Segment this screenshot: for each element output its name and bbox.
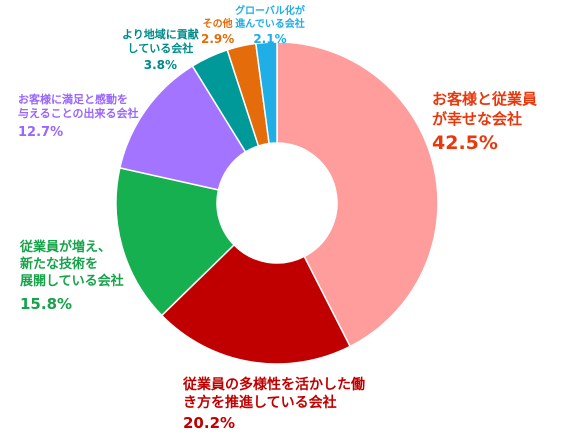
slice-label-2: 従業員が増え、 新たな技術を 展開している会社 15.8%	[20, 240, 124, 314]
slice-label-5-line-0: その他	[202, 19, 233, 30]
slice-value-label-0: 42.5%	[432, 132, 498, 154]
donut-slice-1	[160, 243, 352, 365]
slice-value-label-3: 12.7%	[18, 124, 64, 140]
slice-label-0-line-1: が幸せな会社	[432, 109, 523, 128]
slice-label-1-line-1: き方を推進している会社	[183, 395, 337, 412]
slice-label-5: その他 2.9%	[201, 18, 234, 48]
slice-label-3: お客様に満足と感動を 与えることの出来る会社 12.7%	[18, 93, 139, 141]
slice-label-2-line-0: 従業員が増え、	[20, 240, 112, 255]
slice-value-label-4: 3.8%	[143, 57, 178, 72]
slice-value-label-2: 15.8%	[20, 294, 73, 313]
slice-label-1: 従業員の多様性を活かした働 き方を推進している会社 20.2%	[183, 376, 365, 434]
slice-label-4: より地域に貢献 している会社 3.8%	[122, 28, 199, 73]
slice-label-4-line-1: している会社	[127, 42, 194, 56]
donut-slice-6	[254, 41, 278, 145]
slice-label-0: お客様と従業員 が幸せな会社 42.5%	[432, 90, 537, 156]
donut-slice-0	[276, 41, 439, 348]
slice-label-6-line-1: 進んでいる会社	[235, 19, 305, 30]
slice-label-3-line-0: お客様に満足と感動を	[18, 93, 128, 106]
slice-label-6: グローバル化が 進んでいる会社 2.1%	[235, 5, 305, 48]
slice-label-6-line-0: グローバル化が	[235, 6, 305, 17]
donut-slice-2	[115, 166, 236, 317]
slice-value-label-1: 20.2%	[183, 414, 236, 433]
donut-slice-3	[118, 64, 247, 191]
slice-value-label-5: 2.9%	[201, 32, 235, 46]
slice-label-2-line-1: 新たな技術を	[20, 256, 99, 272]
slice-label-4-line-0: より地域に貢献	[122, 28, 199, 41]
slice-value-label-6: 2.1%	[253, 32, 287, 46]
slice-label-3-line-1: 与えることの出来る会社	[18, 107, 139, 121]
slice-label-2-line-2: 展開している会社	[20, 273, 124, 289]
slice-label-1-line-0: 従業員の多様性を活かした働	[183, 377, 365, 393]
slice-label-0-line-0: お客様と従業員	[432, 90, 538, 108]
